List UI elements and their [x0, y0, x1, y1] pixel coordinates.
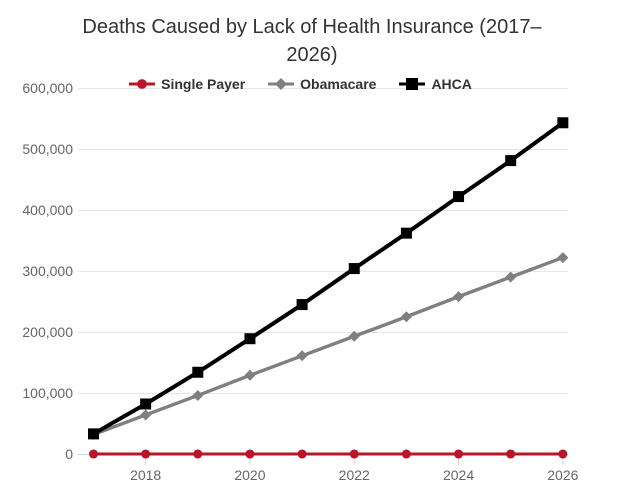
legend: Single Payer Obamacare AHCA	[0, 76, 600, 92]
legend-label: Single Payer	[161, 76, 246, 92]
data-point-single-payer[interactable]	[193, 449, 203, 459]
y-axis-label: 0	[65, 446, 73, 462]
data-point-obamacare[interactable]	[557, 252, 569, 264]
x-axis-label: 2020	[234, 467, 265, 483]
legend-item-ahca[interactable]: AHCA	[398, 76, 472, 92]
data-point-obamacare[interactable]	[505, 271, 517, 283]
data-point-ahca[interactable]	[88, 428, 99, 440]
data-point-single-payer[interactable]	[349, 449, 359, 459]
series-line-obamacare	[92, 255, 564, 437]
data-point-single-payer[interactable]	[401, 449, 411, 459]
legend-marker-shape	[406, 78, 419, 90]
legend-label: Obamacare	[300, 76, 377, 92]
legend-item-obamacare[interactable]: Obamacare	[267, 76, 376, 92]
legend-marker-shape	[137, 79, 148, 89]
chart-title: Deaths Caused by Lack of Health Insuranc…	[82, 16, 542, 66]
data-point-single-payer[interactable]	[245, 449, 255, 459]
y-axis-label: 200,000	[22, 324, 73, 340]
data-point-obamacare[interactable]	[453, 291, 465, 303]
y-axis-label: 300,000	[22, 263, 73, 279]
y-axis-label: 600,000	[22, 80, 73, 96]
data-point-ahca[interactable]	[400, 227, 412, 239]
data-point-obamacare[interactable]	[296, 350, 308, 362]
legend-label: AHCA	[431, 76, 472, 92]
x-axis-label: 2026	[547, 467, 578, 483]
data-point-single-payer[interactable]	[88, 449, 99, 459]
data-point-single-payer[interactable]	[454, 449, 464, 459]
legend-marker-shape	[275, 78, 288, 90]
data-point-single-payer[interactable]	[506, 449, 516, 459]
x-axis-label: 2018	[130, 467, 161, 483]
y-axis-label: 100,000	[22, 385, 73, 401]
data-point-obamacare[interactable]	[244, 369, 256, 381]
data-point-obamacare[interactable]	[140, 409, 152, 421]
data-point-obamacare[interactable]	[400, 311, 412, 323]
y-axis-label: 400,000	[22, 202, 73, 218]
data-point-ahca[interactable]	[296, 299, 308, 311]
data-point-obamacare[interactable]	[348, 330, 360, 342]
data-point-ahca[interactable]	[192, 366, 204, 378]
data-point-ahca[interactable]	[244, 333, 256, 345]
data-point-ahca[interactable]	[140, 398, 152, 410]
ahca-marker-icon	[399, 78, 426, 90]
data-point-single-payer[interactable]	[297, 449, 307, 459]
obamacare-marker-icon	[268, 78, 295, 90]
data-point-ahca[interactable]	[453, 191, 465, 203]
y-axis-label: 500,000	[22, 141, 73, 157]
x-axis-label: 2024	[443, 467, 474, 483]
series-line-ahca	[92, 121, 565, 436]
single-payer-marker-icon	[129, 79, 156, 89]
data-point-ahca[interactable]	[557, 117, 569, 129]
data-point-ahca[interactable]	[348, 263, 360, 275]
x-axis-label: 2022	[339, 467, 370, 483]
data-point-single-payer[interactable]	[141, 449, 151, 459]
data-point-single-payer[interactable]	[558, 449, 568, 459]
data-point-obamacare[interactable]	[192, 389, 204, 401]
legend-item-single-payer[interactable]: Single Payer	[128, 76, 245, 92]
data-point-ahca[interactable]	[505, 155, 517, 167]
